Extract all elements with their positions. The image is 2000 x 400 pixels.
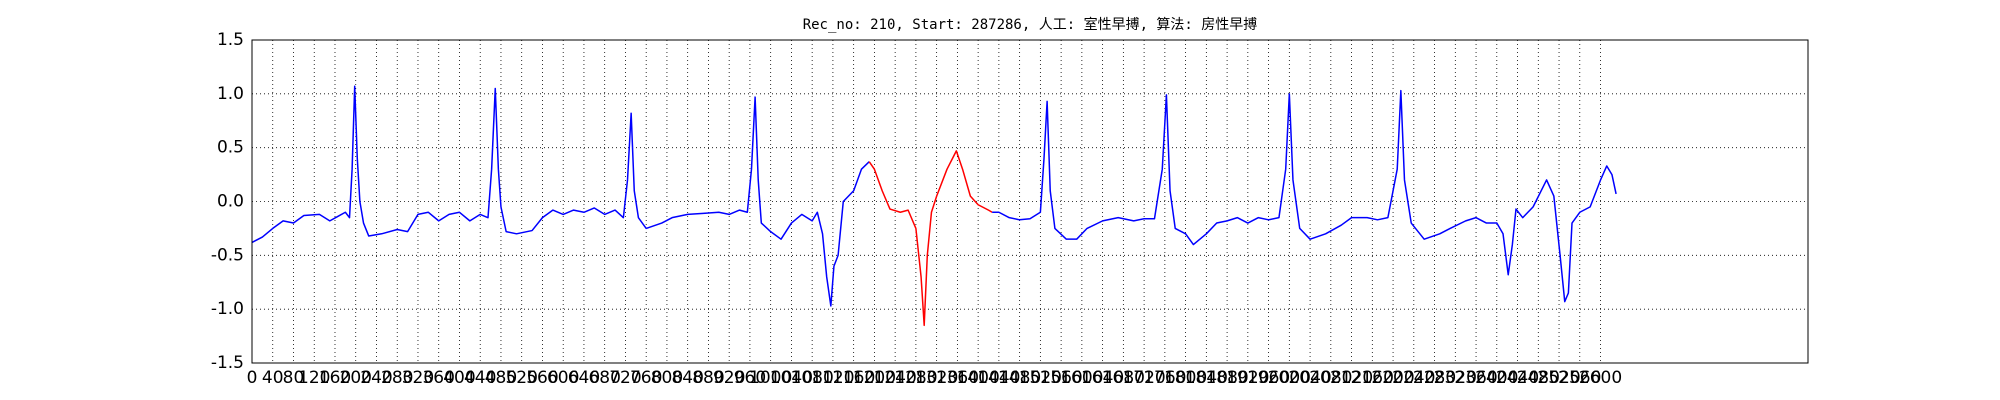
x-tick-label: 1840	[1185, 368, 1228, 388]
x-tick-label: 520	[505, 368, 537, 388]
ecg-line	[992, 89, 1617, 303]
x-tick-label: 1680	[1102, 368, 1145, 388]
y-tick-label: -1.0	[211, 299, 244, 319]
x-tick-label: 640	[568, 368, 600, 388]
x-tick-label: 2600	[1579, 368, 1622, 388]
x-tick-label: 920	[713, 368, 745, 388]
x-tick-label: 1640	[1081, 368, 1124, 388]
x-tick-label: 1800	[1164, 368, 1207, 388]
x-tick-label: 1120	[811, 368, 854, 388]
x-tick-label: 2400	[1475, 368, 1518, 388]
x-tick-label: 40	[262, 368, 284, 388]
x-tick-label: 0	[247, 368, 258, 388]
x-tick-label: 760	[630, 368, 662, 388]
x-tick-label: 1480	[998, 368, 1041, 388]
x-tick-label: 280	[381, 368, 413, 388]
x-tick-label: 680	[588, 368, 620, 388]
x-tick-label: 240	[360, 368, 392, 388]
x-tick-label: 1320	[915, 368, 958, 388]
x-tick-label: 1040	[770, 368, 813, 388]
x-tick-label: 80	[283, 368, 305, 388]
y-tick-label: 1.5	[217, 30, 244, 50]
x-tick-label: 1280	[894, 368, 937, 388]
x-tick-label: 2040	[1288, 368, 1331, 388]
x-tick-label: 1600	[1060, 368, 1103, 388]
x-tick-label: 960	[734, 368, 766, 388]
x-tick-label: 2240	[1392, 368, 1435, 388]
x-tick-label: 1360	[936, 368, 979, 388]
x-tick-label: 2480	[1517, 368, 1560, 388]
x-tick-label: 2160	[1351, 368, 1394, 388]
x-tick-label: 1240	[874, 368, 917, 388]
x-tick-label: 1440	[977, 368, 1020, 388]
x-tick-label: 2080	[1309, 368, 1352, 388]
x-tick-label: 200	[340, 368, 372, 388]
x-tick-label: 320	[402, 368, 434, 388]
x-tick-label: 480	[485, 368, 517, 388]
x-tick-label: 1400	[957, 368, 1000, 388]
chart-title: Rec_no: 210, Start: 287286, 人工: 室性早搏, 算法…	[803, 16, 1258, 33]
y-tick-label: -0.5	[211, 245, 244, 265]
x-tick-label: 120	[298, 368, 330, 388]
x-tick-label: 800	[651, 368, 683, 388]
x-tick-label: 1920	[1226, 368, 1269, 388]
plot-frame	[251, 39, 1809, 364]
y-tick-label: 0.5	[217, 138, 244, 158]
x-tick-label: 1200	[853, 368, 896, 388]
ecg-line	[868, 150, 993, 327]
y-tick-label: 0.0	[217, 192, 244, 212]
x-tick-label: 600	[547, 368, 579, 388]
x-tick-label: 360	[422, 368, 454, 388]
x-tick-label: 1720	[1122, 368, 1165, 388]
x-tick-label: 1960	[1247, 368, 1290, 388]
x-tick-label: 720	[609, 368, 641, 388]
x-tick-label: 1160	[832, 368, 875, 388]
x-tick-label: 1000	[749, 368, 792, 388]
x-tick-label: 1760	[1143, 368, 1186, 388]
x-tick-label: 1560	[1039, 368, 1082, 388]
x-tick-label: 2520	[1537, 368, 1580, 388]
x-tick-label: 440	[464, 368, 496, 388]
x-tick-label: 1080	[791, 368, 834, 388]
x-tick-label: 2560	[1558, 368, 1601, 388]
x-tick-label: 880	[692, 368, 724, 388]
x-tick-label: 2360	[1454, 368, 1497, 388]
x-tick-label: 400	[443, 368, 475, 388]
x-tick-label: 1880	[1205, 368, 1248, 388]
y-tick-label: -1.5	[211, 353, 244, 373]
x-tick-label: 1520	[1019, 368, 1062, 388]
y-tick-label: 1.0	[217, 84, 244, 104]
x-tick-label: 2000	[1268, 368, 1311, 388]
x-tick-label: 2440	[1496, 368, 1539, 388]
x-tick-label: 160	[319, 368, 351, 388]
x-tick-label: 2120	[1330, 368, 1373, 388]
x-tick-label: 2280	[1413, 368, 1456, 388]
x-tick-label: 2200	[1371, 368, 1414, 388]
x-tick-label: 2320	[1434, 368, 1477, 388]
x-tick-label: 560	[526, 368, 558, 388]
ecg-line	[251, 85, 870, 307]
x-tick-label: 840	[671, 368, 703, 388]
